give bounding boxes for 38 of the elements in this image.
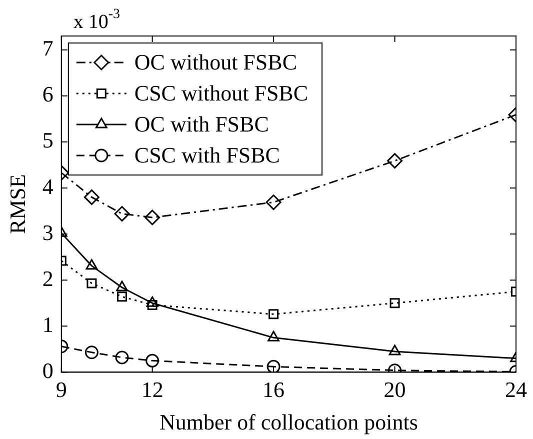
y-tick-label: 0	[42, 358, 54, 383]
point	[268, 309, 279, 320]
x-tick-label: 12	[141, 377, 164, 402]
y-tick-label: 6	[42, 82, 54, 107]
legend-label: OC with FSBC	[134, 111, 269, 136]
point	[387, 153, 403, 169]
point	[146, 354, 160, 368]
legend-label: CSC with FSBC	[134, 142, 280, 168]
point	[266, 194, 282, 210]
point	[266, 360, 280, 372]
point	[388, 344, 401, 356]
point	[115, 350, 129, 364]
x-tick-label: 20	[384, 377, 406, 402]
point	[116, 280, 128, 292]
point	[268, 330, 280, 342]
point	[84, 189, 100, 205]
legend-label: CSC without FSBC	[134, 80, 308, 106]
y-tick-label: 7	[42, 36, 54, 61]
point	[86, 278, 97, 288]
y-tick-label: 4	[42, 174, 54, 199]
point	[146, 296, 158, 307]
point	[84, 346, 98, 360]
legend-label: OC without FSBC	[134, 49, 298, 74]
point	[117, 292, 128, 302]
x-tick-label: 9	[56, 377, 67, 402]
y-tick-label: 3	[42, 220, 54, 245]
y-axis-title: RMSE	[4, 174, 30, 234]
point	[144, 210, 160, 226]
point	[114, 206, 130, 222]
x-axis-title: Number of collocation points	[159, 410, 418, 435]
point	[86, 259, 98, 270]
x-tick-label: 24	[505, 377, 527, 402]
y-tick-label: 5	[42, 128, 54, 153]
y-tick-label: 1	[42, 312, 54, 337]
x-tick-label: 16	[262, 377, 285, 402]
y-tick-label: 2	[42, 266, 54, 291]
point	[390, 298, 400, 308]
point	[147, 300, 158, 310]
